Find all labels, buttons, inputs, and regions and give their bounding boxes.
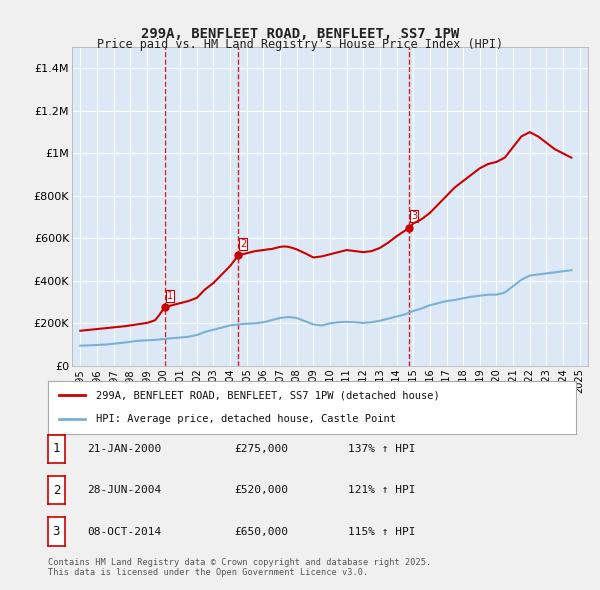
Text: 28-JUN-2004: 28-JUN-2004 (87, 486, 161, 495)
Text: 1: 1 (166, 291, 173, 301)
Text: £275,000: £275,000 (234, 444, 288, 454)
Text: 3: 3 (53, 525, 60, 538)
Text: HPI: Average price, detached house, Castle Point: HPI: Average price, detached house, Cast… (95, 414, 395, 424)
Text: 137% ↑ HPI: 137% ↑ HPI (348, 444, 415, 454)
Text: 08-OCT-2014: 08-OCT-2014 (87, 527, 161, 536)
Text: Price paid vs. HM Land Registry's House Price Index (HPI): Price paid vs. HM Land Registry's House … (97, 38, 503, 51)
Text: 299A, BENFLEET ROAD, BENFLEET, SS7 1PW (detached house): 299A, BENFLEET ROAD, BENFLEET, SS7 1PW (… (95, 391, 439, 401)
Text: 299A, BENFLEET ROAD, BENFLEET, SS7 1PW: 299A, BENFLEET ROAD, BENFLEET, SS7 1PW (141, 27, 459, 41)
Text: 1: 1 (53, 442, 60, 455)
Text: 2: 2 (53, 484, 60, 497)
Text: 21-JAN-2000: 21-JAN-2000 (87, 444, 161, 454)
Text: 2: 2 (240, 239, 247, 249)
Text: Contains HM Land Registry data © Crown copyright and database right 2025.
This d: Contains HM Land Registry data © Crown c… (48, 558, 431, 577)
Text: £650,000: £650,000 (234, 527, 288, 536)
Text: 115% ↑ HPI: 115% ↑ HPI (348, 527, 415, 536)
Text: 3: 3 (412, 211, 418, 221)
Text: £520,000: £520,000 (234, 486, 288, 495)
Text: 121% ↑ HPI: 121% ↑ HPI (348, 486, 415, 495)
